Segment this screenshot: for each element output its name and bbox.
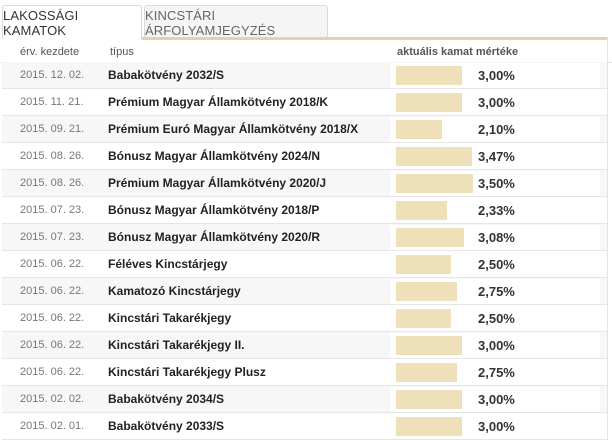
tab-underline (142, 37, 608, 40)
row-rate-cell: 2,75% (390, 360, 600, 385)
row-rate-cell: 2,10% (390, 117, 600, 142)
row-type: Kincstári Takarékjegy II. (108, 338, 245, 352)
row-date: 2015. 06. 22. (20, 258, 85, 270)
row-date: 2015. 07. 23. (20, 204, 85, 216)
row-date: 2015. 12. 02. (20, 69, 85, 81)
rate-value: 3,08% (478, 230, 515, 245)
rate-value: 2,33% (478, 203, 515, 218)
row-type: Prémium Magyar Államkötvény 2018/K (108, 95, 329, 109)
rate-bar (396, 336, 462, 355)
table-row[interactable]: 2015. 06. 22. Kamatozó Kincstárjegy 2,75% (2, 278, 608, 305)
row-rate-cell: 3,00% (390, 414, 600, 439)
row-type: Kincstári Takarékjegy (108, 311, 232, 325)
row-type: Prémium Magyar Államkötvény 2020/J (108, 176, 327, 190)
tab-lakossagi-kamatok[interactable]: LAKOSSÁGI KAMATOK (2, 5, 142, 39)
table-row[interactable]: 2015. 07. 23. Bónusz Magyar Államkötvény … (2, 224, 608, 251)
row-date: 2015. 06. 22. (20, 285, 85, 297)
rates-table: 2015. 12. 02. Babakötvény 2032/S 3,00% 2015… (2, 62, 608, 440)
table-row[interactable]: 2015. 06. 22. Féléves Kincstárjegy 2,50% (2, 251, 608, 278)
row-type: Babakötvény 2032/S (108, 68, 225, 82)
row-type: Prémium Euró Magyar Államkötvény 2018/X (108, 122, 359, 136)
row-date: 2015. 02. 01. (20, 420, 85, 432)
rate-value: 2,50% (478, 257, 515, 272)
row-rate-cell: 3,00% (390, 387, 600, 412)
table-row[interactable]: 2015. 07. 23. Bónusz Magyar Államkötvény … (2, 197, 608, 224)
rate-bar (396, 309, 451, 328)
row-date: 2015. 08. 26. (20, 150, 85, 162)
row-date: 2015. 02. 02. (20, 393, 85, 405)
rate-bar (396, 120, 442, 139)
rate-bar (396, 66, 462, 85)
rate-value: 3,00% (478, 419, 515, 434)
column-header-rate: aktuális kamat mértéke (397, 46, 519, 58)
table-row[interactable]: 2015. 11. 21. Prémium Magyar Államkötvény… (2, 89, 608, 116)
row-date: 2015. 11. 21. (20, 96, 84, 108)
table-row[interactable]: 2015. 02. 02. Babakötvény 2034/S 3,00% (2, 386, 608, 413)
row-type: Babakötvény 2034/S (108, 392, 225, 406)
column-header-date: érv. kezdete (20, 46, 80, 58)
table-row[interactable]: 2015. 06. 22. Kincstári Takarékjegy Plusz… (2, 359, 608, 386)
row-type: Kamatozó Kincstárjegy (108, 284, 241, 298)
table-row[interactable]: 2015. 06. 22. Kincstári Takarékjegy 2,50% (2, 305, 608, 332)
tab-bar: KINCSTÁRI ÁRFOLYAMJEGYZÉS LAKOSSÁGI KAMA… (0, 0, 612, 40)
rate-bar (396, 147, 472, 166)
row-date: 2015. 06. 22. (20, 312, 85, 324)
rate-value: 3,00% (478, 68, 515, 83)
rate-bar (396, 174, 473, 193)
table-row[interactable]: 2015. 02. 01. Babakötvény 2033/S 3,00% (2, 413, 608, 440)
tab-kincstari-arfolyamjegyzes[interactable]: KINCSTÁRI ÁRFOLYAMJEGYZÉS (144, 5, 328, 39)
row-rate-cell: 2,33% (390, 198, 600, 223)
row-type: Féléves Kincstárjegy (108, 257, 228, 271)
table-row[interactable]: 2015. 09. 21. Prémium Euró Magyar Államkö… (2, 116, 608, 143)
rate-value: 2,75% (478, 365, 515, 380)
row-rate-cell: 3,00% (390, 63, 600, 88)
row-rate-cell: 2,50% (390, 252, 600, 277)
row-rate-cell: 3,00% (390, 333, 600, 358)
row-date: 2015. 07. 23. (20, 231, 85, 243)
table-border (607, 38, 608, 440)
rate-value: 3,50% (478, 176, 515, 191)
rate-value: 3,00% (478, 338, 515, 353)
row-rate-cell: 3,50% (390, 171, 600, 196)
row-rate-cell: 2,75% (390, 279, 600, 304)
rate-bar (396, 228, 464, 247)
rate-value: 2,50% (478, 311, 515, 326)
table-row[interactable]: 2015. 12. 02. Babakötvény 2032/S 3,00% (2, 62, 608, 89)
row-type: Bónusz Magyar Államkötvény 2020/R (108, 230, 321, 244)
column-header-type: típus (110, 46, 134, 58)
row-rate-cell: 3,00% (390, 90, 600, 115)
table-row[interactable]: 2015. 08. 26. Bónusz Magyar Államkötvény … (2, 143, 608, 170)
rate-bar (396, 390, 462, 409)
rate-bar (396, 93, 462, 112)
rate-value: 3,00% (478, 392, 515, 407)
row-date: 2015. 06. 22. (20, 366, 85, 378)
row-rate-cell: 3,08% (390, 225, 600, 250)
rate-bar (396, 201, 447, 220)
row-type: Bónusz Magyar Államkötvény 2018/P (108, 203, 320, 217)
rate-value: 3,47% (478, 149, 515, 164)
row-rate-cell: 3,47% (390, 144, 600, 169)
rate-value: 3,00% (478, 95, 515, 110)
table-row[interactable]: 2015. 06. 22. Kincstári Takarékjegy II. 3,… (2, 332, 608, 359)
table-row[interactable]: 2015. 08. 26. Prémium Magyar Államkötvény… (2, 170, 608, 197)
table-header: érv. kezdete típus aktuális kamat mérték… (0, 41, 612, 63)
row-date: 2015. 06. 22. (20, 339, 85, 351)
rate-value: 2,10% (478, 122, 515, 137)
rate-bar (396, 363, 457, 382)
rate-bar (396, 417, 462, 436)
row-type: Kincstári Takarékjegy Plusz (108, 365, 266, 379)
row-date: 2015. 09. 21. (20, 123, 85, 135)
rate-value: 2,75% (478, 284, 515, 299)
rate-bar (396, 282, 457, 301)
row-type: Babakötvény 2033/S (108, 419, 225, 433)
row-date: 2015. 08. 26. (20, 177, 85, 189)
row-type: Bónusz Magyar Államkötvény 2024/N (108, 149, 321, 163)
rate-bar (396, 255, 451, 274)
row-rate-cell: 2,50% (390, 306, 600, 331)
